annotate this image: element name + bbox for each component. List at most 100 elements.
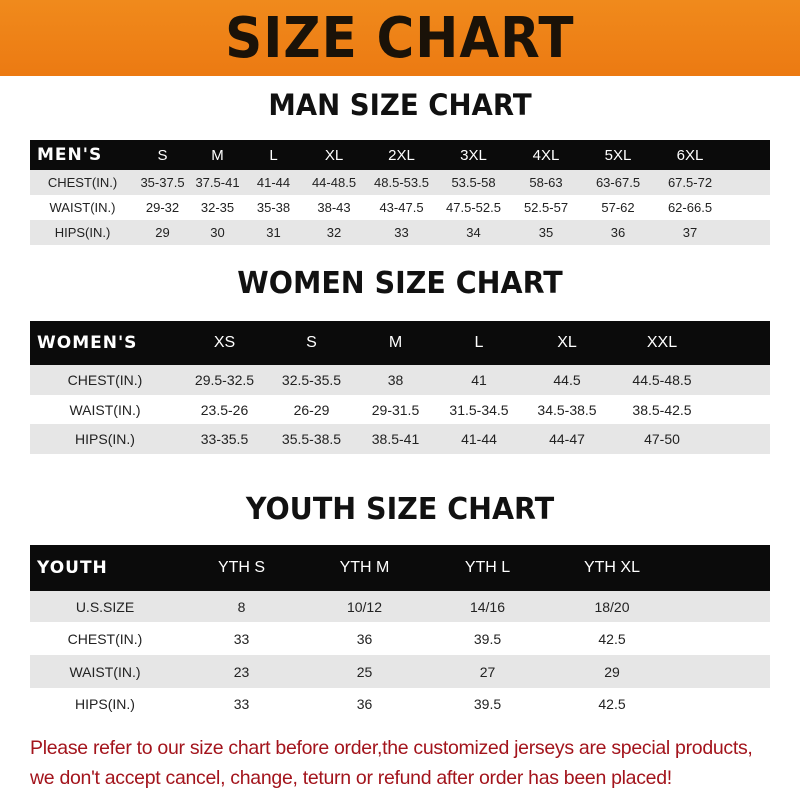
size-header-cell: 3XL <box>460 146 487 164</box>
row-label: WAIST(IN.) <box>69 401 141 418</box>
banner-title: SIZE CHART <box>225 5 575 71</box>
size-header-cell: 5XL <box>604 146 632 164</box>
size-header-cell: L <box>269 146 278 164</box>
table-cell: 41-44 <box>461 431 497 447</box>
men-title: MAN SIZE CHART <box>268 88 532 122</box>
table-cell: 14/16 <box>469 598 506 615</box>
size-header-cell: XL <box>324 146 344 164</box>
size-header-cell: S <box>306 334 317 351</box>
table-cell: 39.5 <box>473 630 502 647</box>
table-cell: 33-35.5 <box>200 431 249 447</box>
table-cell: 23 <box>233 663 250 680</box>
table-cell: 37 <box>682 225 698 240</box>
table-row: CHEST(IN.) 35-37.5 37.5-41 41-44 44-48.5 48.5… <box>30 170 770 195</box>
table-cell: 31 <box>266 225 281 240</box>
table-title-cell: MEN'S <box>37 145 103 165</box>
table-cell: 33 <box>394 225 409 240</box>
row-label: HIPS(IN.) <box>54 225 111 240</box>
table-cell: 35 <box>538 225 554 240</box>
size-header-cell: 6XL <box>676 146 704 164</box>
table-cell: 29 <box>604 663 620 680</box>
table-row: CHEST(IN.) 29.5-32.5 32.5-35.5 38 41 44.5 44.5… <box>30 365 770 395</box>
table-cell: 35-37.5 <box>140 175 185 190</box>
table-cell: 31.5-34.5 <box>449 401 509 418</box>
table-cell: 29 <box>155 225 170 240</box>
table-cell: 38 <box>387 372 404 388</box>
men-size-table: MEN'S S M L XL 2XL 3XL 4XL 5XL 6XL CHEST(IN.) 35-37… <box>30 140 770 245</box>
table-header-row: WOMEN'S XS S M L XL XXL <box>30 321 770 365</box>
row-label: CHEST(IN.) <box>67 372 143 388</box>
table-cell: 34 <box>466 225 481 240</box>
table-cell: 58-63 <box>529 175 563 190</box>
table-cell: 52.5-57 <box>523 200 569 215</box>
table-header-row: YOUTH YTH S YTH M YTH L YTH XL <box>30 545 770 591</box>
table-cell: 63-67.5 <box>595 175 641 190</box>
table-cell: 29-31.5 <box>371 401 420 418</box>
notice-line: Please refer to our size chart before or… <box>30 737 753 759</box>
table-cell: 35-38 <box>256 200 291 215</box>
table-cell: 8 <box>237 598 246 615</box>
table-cell: 42.5 <box>598 695 626 712</box>
table-row: U.S.SIZE 8 10/12 14/16 18/20 <box>30 591 770 622</box>
table-header-row: MEN'S S M L XL 2XL 3XL 4XL 5XL 6XL <box>30 140 770 170</box>
table-cell: 57-62 <box>601 200 635 215</box>
table-cell: 44-48.5 <box>311 175 357 190</box>
table-cell: 26-29 <box>293 401 330 418</box>
size-header-cell: YTH XL <box>583 559 640 576</box>
women-title: WOMEN SIZE CHART <box>237 266 563 301</box>
table-cell: 23.5-26 <box>200 401 249 418</box>
table-title-cell: YOUTH <box>37 558 108 578</box>
table-row: HIPS(IN.) 33 36 39.5 42.5 <box>30 688 770 719</box>
row-label: HIPS(IN.) <box>75 695 135 712</box>
row-label: U.S.SIZE <box>75 598 135 615</box>
table-cell: 37.5-41 <box>195 175 240 190</box>
size-header-cell: M <box>388 334 403 351</box>
size-header-cell: YTH L <box>464 559 511 576</box>
table-cell: 38.5-41 <box>371 431 420 447</box>
table-cell: 41 <box>471 372 487 388</box>
table-title-cell: WOMEN'S <box>37 333 138 353</box>
table-cell: 18/20 <box>594 598 630 615</box>
women-size-table: WOMEN'S XS S M L XL XXL CHEST(IN.) 29.5-32.5 32.5… <box>30 321 770 454</box>
table-cell: 53.5-58 <box>451 175 496 190</box>
table-row: CHEST(IN.) 33 36 39.5 42.5 <box>30 622 770 655</box>
size-header-cell: S <box>157 146 168 164</box>
table-cell: 36 <box>610 225 626 240</box>
table-cell: 38-43 <box>317 200 351 215</box>
table-cell: 47-50 <box>644 431 680 447</box>
table-cell: 43-47.5 <box>379 200 424 215</box>
table-cell: 32.5-35.5 <box>281 372 342 388</box>
row-label: CHEST(IN.) <box>47 175 118 190</box>
table-cell: 44.5 <box>553 372 581 388</box>
size-header-cell: XXL <box>646 334 678 351</box>
table-cell: 29-32 <box>145 200 180 215</box>
row-label: WAIST(IN.) <box>69 663 141 680</box>
table-cell: 36 <box>356 630 373 647</box>
row-label: CHEST(IN.) <box>67 630 143 647</box>
size-header-cell: 2XL <box>388 146 415 164</box>
size-header-cell: XS <box>213 334 236 351</box>
youth-size-table: YOUTH YTH S YTH M YTH L YTH XL U.S.SIZE 8 10/12… <box>30 545 770 719</box>
table-cell: 38.5-42.5 <box>632 401 692 418</box>
table-cell: 44.5-48.5 <box>632 372 692 388</box>
table-cell: 42.5 <box>598 630 626 647</box>
table-cell: 27 <box>479 663 496 680</box>
table-cell: 34.5-38.5 <box>537 401 597 418</box>
table-cell: 25 <box>356 663 373 680</box>
size-header-cell: YTH S <box>217 559 266 576</box>
notice-line: we don't accept cancel, change, teturn o… <box>30 767 672 789</box>
table-cell: 33 <box>233 695 250 712</box>
banner: SIZE CHART <box>0 0 800 76</box>
youth-title: YOUTH SIZE CHART <box>245 492 555 527</box>
table-cell: 48.5-53.5 <box>374 175 429 190</box>
table-cell: 30 <box>210 225 225 240</box>
table-row: WAIST(IN.) 29-32 32-35 35-38 38-43 43-47.5 47.… <box>30 195 770 220</box>
table-cell: 67.5-72 <box>667 175 713 190</box>
table-cell: 32-35 <box>200 200 235 215</box>
size-header-cell: L <box>474 334 484 351</box>
row-label: HIPS(IN.) <box>75 431 135 447</box>
table-cell: 36 <box>356 695 373 712</box>
size-header-cell: 4XL <box>532 146 560 164</box>
table-cell: 35.5-38.5 <box>281 431 342 447</box>
table-cell: 29.5-32.5 <box>194 372 255 388</box>
